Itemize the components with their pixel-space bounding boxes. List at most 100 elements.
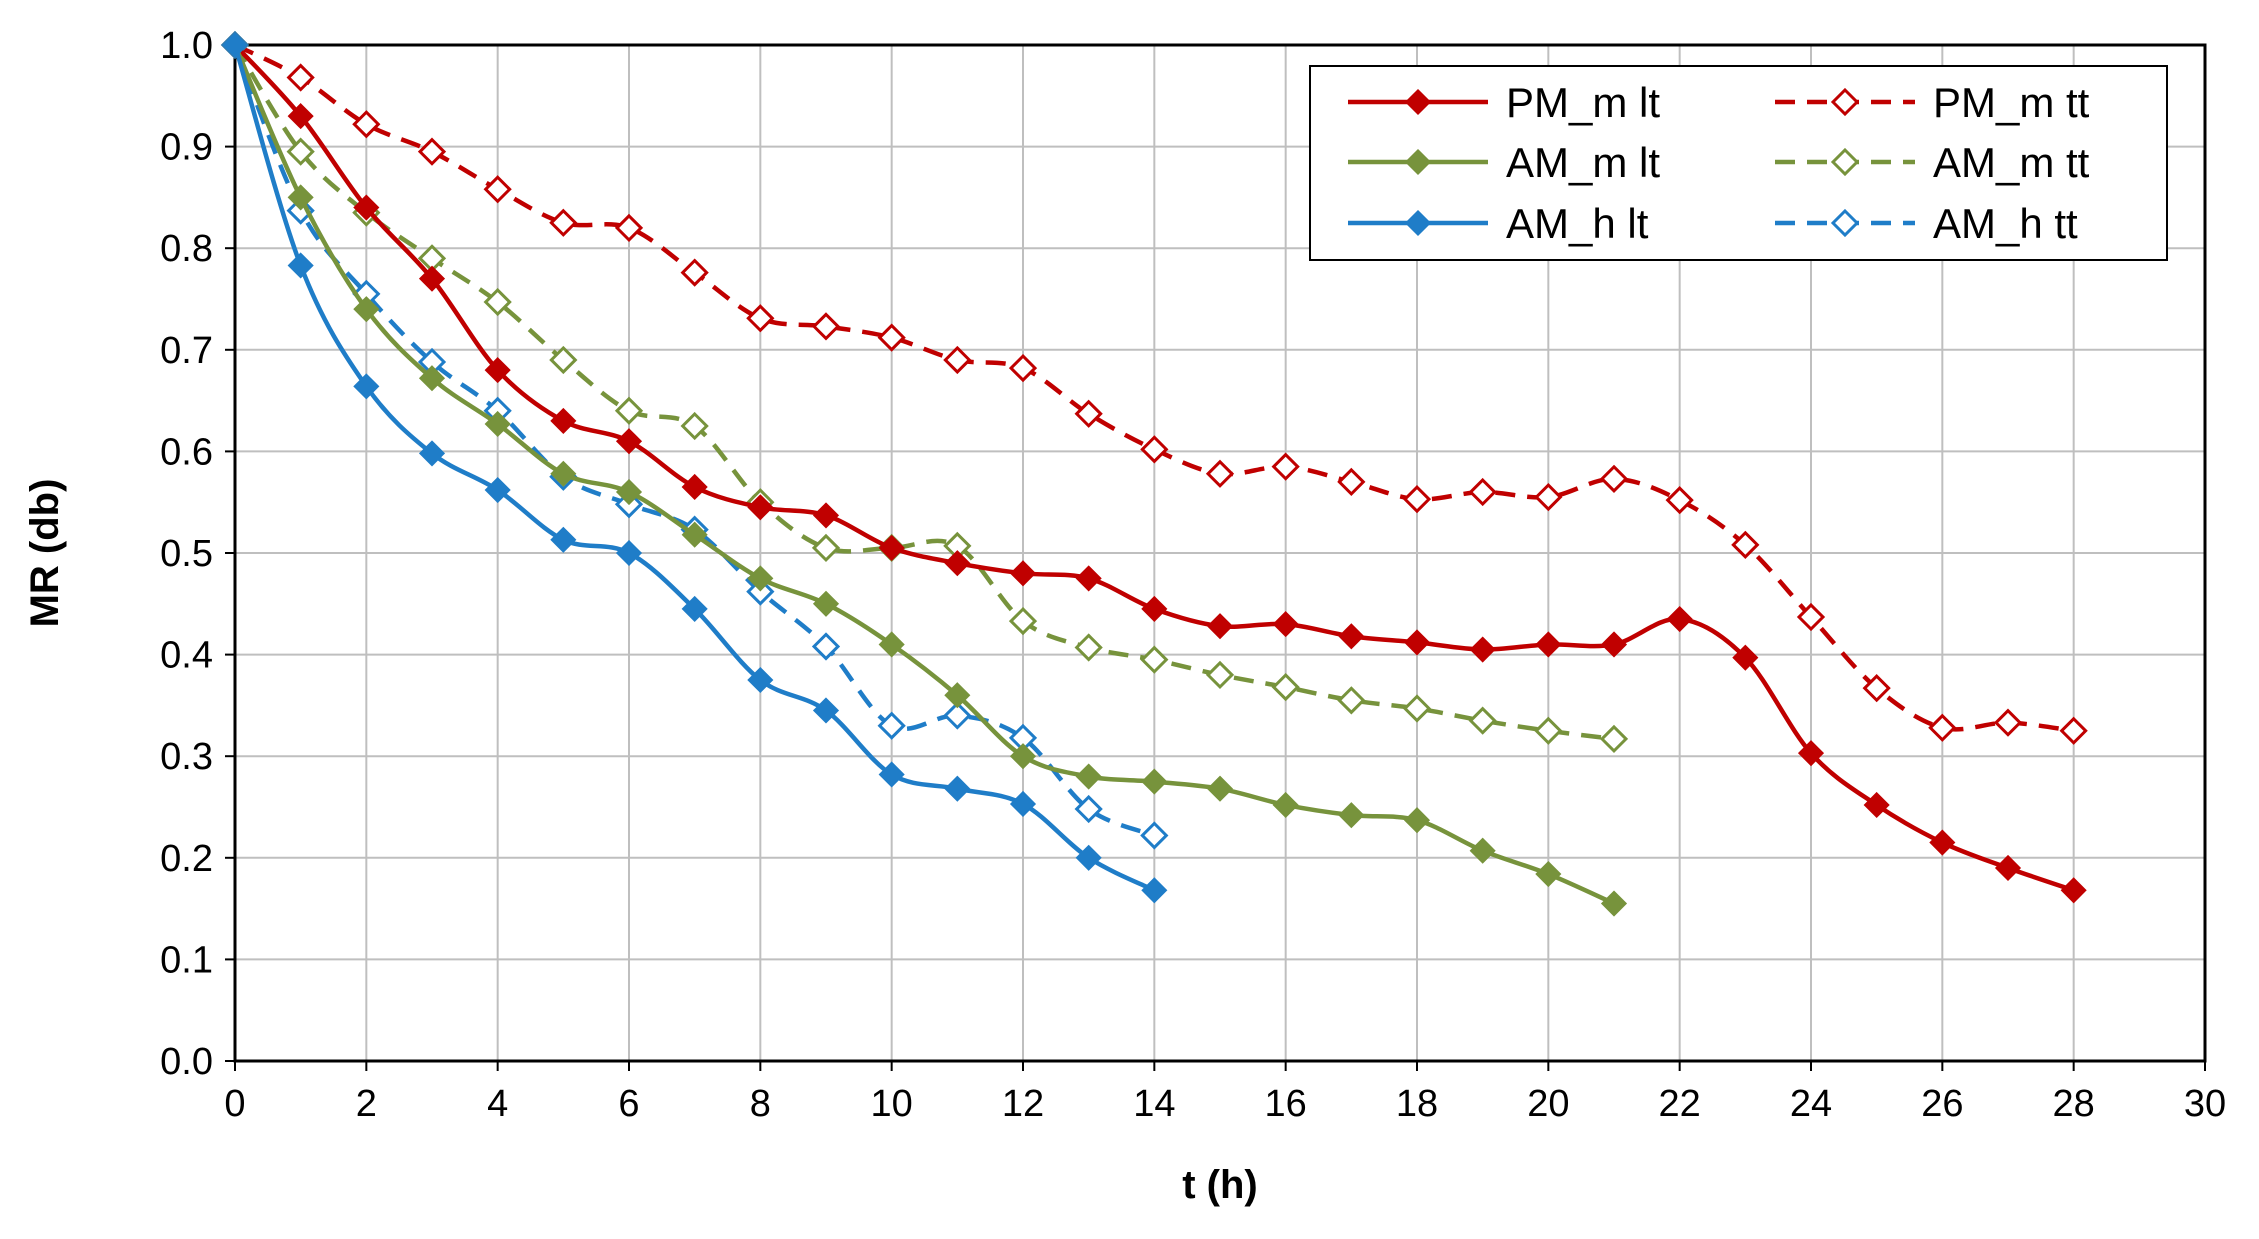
- series-pm-m-lt: [221, 31, 2087, 904]
- data-point: [483, 175, 512, 204]
- data-point: [878, 631, 905, 658]
- data-point: [811, 312, 841, 341]
- y-tick-label: 0.9: [160, 127, 213, 169]
- legend-entry: PM_m tt: [1775, 79, 2090, 126]
- legend-marker: [1830, 87, 1860, 117]
- legend-label: AM_m tt: [1933, 139, 2090, 186]
- data-point: [1141, 877, 1168, 904]
- data-point: [1074, 794, 1103, 824]
- data-point: [549, 345, 578, 375]
- x-tick-label: 12: [1002, 1083, 1044, 1125]
- data-point: [1008, 606, 1038, 636]
- data-point: [1272, 791, 1299, 819]
- series-pm-m-tt: [220, 30, 2088, 745]
- data-point: [1074, 399, 1103, 428]
- data-point: [1272, 611, 1299, 638]
- x-tick-label: 16: [1265, 1083, 1307, 1125]
- data-point: [681, 473, 708, 501]
- data-point: [1796, 602, 1826, 632]
- data-point: [877, 711, 906, 740]
- data-point: [1797, 740, 1825, 767]
- data-point: [550, 460, 577, 487]
- legend-marker: [1404, 88, 1432, 116]
- x-tick-label: 28: [2053, 1083, 2095, 1125]
- data-point: [287, 184, 314, 211]
- data-point: [1075, 844, 1102, 871]
- data-point: [1666, 605, 1693, 633]
- data-point: [1074, 633, 1103, 662]
- data-point: [1403, 629, 1431, 656]
- data-point: [746, 304, 775, 333]
- y-axis-title: MR (db): [23, 479, 67, 628]
- data-point: [1338, 623, 1365, 650]
- data-point: [615, 478, 643, 506]
- data-point: [1469, 636, 1496, 663]
- x-tick-label: 0: [224, 1083, 245, 1125]
- data-point: [550, 407, 577, 434]
- y-tick-label: 0.5: [160, 533, 213, 575]
- data-point: [615, 428, 643, 455]
- data-point: [1075, 565, 1102, 592]
- data-point: [680, 258, 709, 287]
- data-point: [615, 539, 643, 567]
- y-tick-label: 0.1: [160, 939, 213, 981]
- y-tick-label: 0.6: [160, 431, 213, 473]
- legend-marker: [1830, 147, 1860, 177]
- legend-entry: AM_m tt: [1775, 139, 2090, 186]
- x-tick-label: 2: [356, 1083, 377, 1125]
- data-point: [1402, 694, 1432, 723]
- data-point: [484, 357, 511, 384]
- x-tick-label: 6: [618, 1083, 639, 1125]
- data-point: [614, 213, 644, 243]
- data-point: [221, 31, 249, 59]
- data-point: [614, 396, 644, 425]
- legend-entry: AM_m lt: [1348, 139, 1660, 186]
- data-point: [1994, 854, 2022, 882]
- data-point: [1600, 890, 1628, 917]
- data-point: [1468, 706, 1497, 735]
- data-point: [1206, 775, 1234, 802]
- legend-label: PM_m tt: [1933, 79, 2090, 126]
- data-point: [1271, 452, 1300, 481]
- data-point: [2059, 716, 2088, 745]
- data-point: [484, 410, 511, 438]
- x-tick-label: 8: [750, 1083, 771, 1125]
- series-am-m-lt: [221, 31, 1628, 917]
- x-tick-label: 4: [487, 1083, 508, 1125]
- data-point: [1993, 708, 2023, 737]
- data-point: [287, 252, 314, 279]
- data-point: [353, 194, 380, 221]
- data-point: [1929, 829, 1956, 856]
- axis-ticks: 0 2 4 6 8 10 12 14 16 18 20 22 24 26 28 300.00.10.20.30…: [160, 25, 2226, 1125]
- data-point: [747, 494, 774, 521]
- data-point: [1599, 724, 1629, 754]
- data-point: [1205, 660, 1235, 690]
- data-point: [747, 565, 774, 592]
- legend-marker: [1404, 209, 1432, 237]
- data-point: [1141, 595, 1168, 622]
- legend-label: AM_m lt: [1506, 139, 1660, 186]
- x-tick-label: 18: [1396, 1083, 1438, 1125]
- data-point: [1140, 645, 1169, 674]
- data-point: [1009, 790, 1037, 818]
- x-axis-title: t (h): [1182, 1163, 1258, 1207]
- data-point: [1863, 791, 1890, 819]
- data-point: [1075, 763, 1102, 790]
- data-point: [286, 63, 315, 92]
- data-point: [1732, 644, 1759, 671]
- data-point: [681, 521, 708, 548]
- data-point: [878, 761, 905, 788]
- data-point: [943, 345, 972, 375]
- data-point: [944, 682, 971, 709]
- data-point: [1468, 477, 1497, 507]
- data-point: [353, 373, 380, 400]
- data-series: [220, 30, 2088, 917]
- legend-marker: [1830, 208, 1860, 238]
- legend-entry: AM_h tt: [1775, 200, 2078, 247]
- legend: PM_m lt PM_m tt AM_m lt AM_m tt AM_h lt AM_h …: [1309, 65, 2168, 261]
- data-point: [1402, 485, 1432, 514]
- data-point: [352, 110, 381, 139]
- data-point: [1599, 464, 1629, 493]
- x-tick-label: 10: [871, 1083, 913, 1125]
